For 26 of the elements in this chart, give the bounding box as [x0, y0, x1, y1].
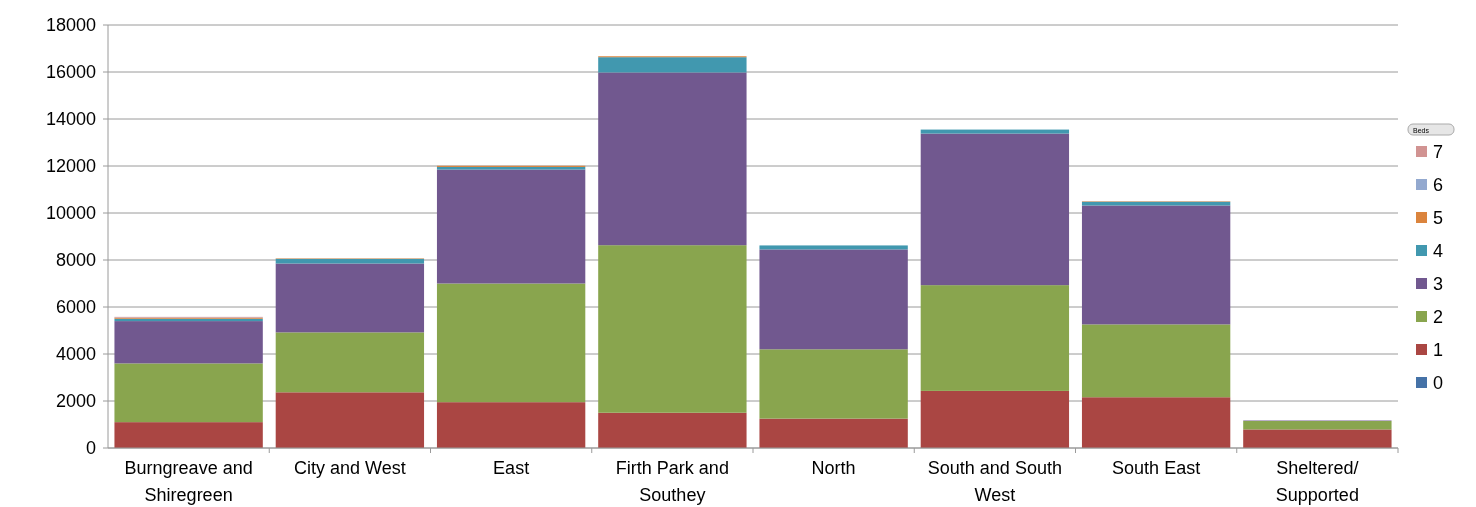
legend-label: 0: [1433, 373, 1444, 394]
y-tick-label: 18000: [45, 15, 96, 36]
legend-label: 6: [1433, 175, 1444, 196]
x-tick-label: Burngreave and Shiregreen: [124, 458, 253, 505]
y-tick-label: 16000: [45, 62, 96, 83]
y-tick-label: 0: [85, 438, 96, 459]
x-tick-label: Firth Park and Southey: [615, 458, 729, 505]
y-tick-label: 14000: [45, 109, 96, 130]
x-tick-label: City and West: [294, 458, 406, 478]
legend-label: 2: [1433, 307, 1444, 328]
y-tick-label: 8000: [55, 250, 96, 271]
legend-label: 3: [1433, 274, 1444, 295]
y-tick-label: 4000: [55, 344, 96, 365]
legend-label: 7: [1433, 142, 1444, 163]
x-tick-label: South East: [1112, 458, 1201, 478]
y-tick-label: 2000: [55, 391, 96, 412]
legend-label: 4: [1433, 241, 1444, 262]
x-tick-label: East: [493, 458, 530, 478]
x-tick-label: North: [811, 458, 856, 478]
x-tick-label: South and South West: [927, 458, 1062, 505]
y-tick-label: 6000: [55, 297, 96, 318]
x-tick-label: Sheltered/ Supported: [1275, 458, 1359, 505]
legend-label: 5: [1433, 208, 1444, 229]
y-tick-label: 10000: [45, 203, 96, 224]
legend-label: 1: [1433, 340, 1444, 361]
y-tick-label: 12000: [45, 156, 96, 177]
